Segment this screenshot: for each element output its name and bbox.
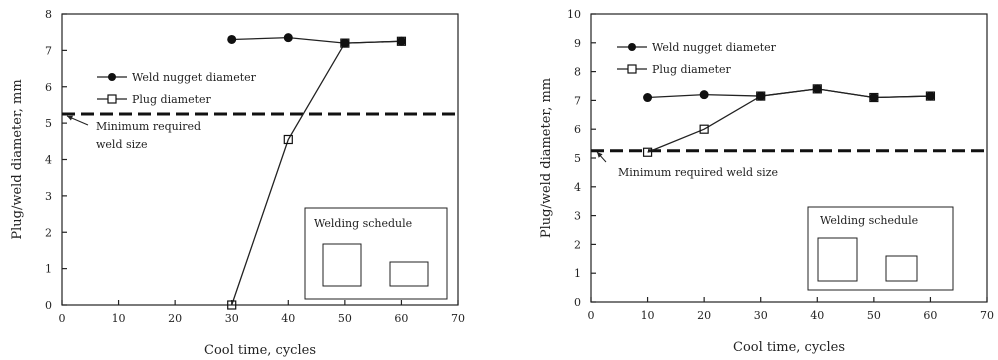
weld-nugget-point bbox=[925, 91, 935, 101]
x-tick-label: 20 bbox=[168, 312, 182, 325]
y-tick-label: 1 bbox=[45, 263, 52, 276]
schedule-pulse-box bbox=[389, 261, 429, 287]
weld-nugget-point bbox=[227, 34, 237, 44]
y-axis-title: Plug/weld diameter, mm bbox=[539, 78, 554, 238]
y-tick-label: 8 bbox=[574, 66, 581, 79]
x-tick-label: 70 bbox=[980, 309, 994, 322]
minimum-weld-size-label: Minimum required weld size bbox=[618, 166, 778, 179]
x-tick-label: 40 bbox=[281, 312, 295, 325]
y-tick-label: 3 bbox=[45, 190, 52, 203]
plug-point bbox=[756, 91, 766, 101]
x-tick-label: 10 bbox=[112, 312, 126, 325]
weld-nugget-point bbox=[699, 90, 709, 100]
x-tick-label: 50 bbox=[338, 312, 352, 325]
plug-point bbox=[396, 36, 407, 46]
y-axis-title: Plug/weld diameter, mm bbox=[10, 79, 25, 239]
plug-point bbox=[227, 300, 237, 310]
x-tick-label: 0 bbox=[59, 312, 66, 325]
weld-nugget-point bbox=[283, 33, 293, 43]
x-tick-label: 70 bbox=[451, 312, 465, 325]
x-axis-title: Cool time, cycles bbox=[733, 340, 845, 355]
y-tick-label: 9 bbox=[574, 37, 581, 50]
x-tick-label: 60 bbox=[394, 312, 408, 325]
weld-nugget-point bbox=[396, 36, 406, 46]
legend-marker-weld-nugget bbox=[108, 73, 116, 81]
weld-nugget-point bbox=[869, 93, 879, 103]
y-tick-label: 5 bbox=[574, 152, 581, 165]
plug-point bbox=[925, 91, 936, 101]
y-tick-label: 10 bbox=[567, 8, 581, 21]
welding-schedule-label: Welding schedule bbox=[820, 214, 918, 227]
weld-nugget-point bbox=[756, 91, 766, 101]
y-tick-label: 8 bbox=[45, 8, 52, 21]
chart-2: 0 1 2 3 4 5 6 7 8 9 10 0 10 20 30 40 50 60 70 Cool time, cy… bbox=[539, 8, 994, 355]
plug-series-line bbox=[231, 40, 402, 306]
y-tick-label: 1 bbox=[574, 267, 581, 280]
y-tick-label: 4 bbox=[45, 154, 52, 167]
plug-point bbox=[699, 124, 709, 134]
y-tick-label: 7 bbox=[45, 44, 52, 57]
y-tick-label: 3 bbox=[574, 210, 581, 223]
y-tick-label: 2 bbox=[45, 226, 52, 239]
minimum-weld-size-label: Minimum required bbox=[96, 120, 201, 133]
x-tick-label: 10 bbox=[641, 309, 655, 322]
y-tick-label: 5 bbox=[45, 117, 52, 130]
welding-schedule-label: Welding schedule bbox=[314, 217, 412, 230]
legend-label: Plug diameter bbox=[132, 93, 212, 106]
weld-nugget-series-line bbox=[647, 88, 931, 99]
y-tick-label: 6 bbox=[45, 81, 52, 94]
plug-series-line bbox=[647, 88, 931, 153]
annotation-arrow-head bbox=[597, 152, 603, 158]
schedule-pulse-box bbox=[885, 255, 918, 282]
x-tick-label: 30 bbox=[225, 312, 239, 325]
minimum-weld-size-label: weld size bbox=[96, 138, 147, 151]
y-tick-label: 7 bbox=[574, 94, 581, 107]
legend-label: Weld nugget diameter bbox=[652, 41, 777, 54]
y-tick-label: 4 bbox=[574, 181, 581, 194]
weld-nugget-point bbox=[812, 84, 822, 94]
weld-nugget-point bbox=[643, 93, 653, 103]
y-tick-label: 0 bbox=[45, 299, 52, 312]
annotation-arrow-head bbox=[67, 115, 73, 121]
plug-point bbox=[869, 92, 879, 103]
legend-marker-plug bbox=[627, 64, 637, 74]
legend-marker-weld-nugget bbox=[628, 43, 636, 51]
schedule-pulse-box bbox=[817, 237, 858, 282]
x-tick-label: 60 bbox=[923, 309, 937, 322]
y-tick-label: 0 bbox=[574, 296, 581, 309]
x-tick-label: 50 bbox=[867, 309, 881, 322]
y-tick-label: 2 bbox=[574, 238, 581, 251]
legend-label: Plug diameter bbox=[652, 63, 732, 76]
schedule-pulse-box bbox=[322, 243, 362, 287]
x-axis-title: Cool time, cycles bbox=[204, 343, 316, 358]
plug-point bbox=[340, 38, 350, 48]
weld-nugget-point bbox=[340, 38, 350, 48]
chart-1: 0 1 2 3 4 5 6 7 8 0 10 20 30 40 50 60 70 Cool time, cycle… bbox=[10, 8, 465, 358]
plug-point bbox=[283, 134, 293, 145]
welding-schedule-box bbox=[807, 206, 954, 291]
y-tick-label: 6 bbox=[574, 123, 581, 136]
x-tick-label: 40 bbox=[810, 309, 824, 322]
x-tick-label: 30 bbox=[754, 309, 768, 322]
x-tick-label: 0 bbox=[588, 309, 595, 322]
plug-point bbox=[812, 84, 822, 94]
x-tick-label: 20 bbox=[697, 309, 711, 322]
plug-point bbox=[642, 147, 653, 157]
legend-marker-plug bbox=[107, 94, 117, 104]
legend-label: Weld nugget diameter bbox=[132, 71, 257, 84]
welding-schedule-box bbox=[304, 207, 448, 300]
